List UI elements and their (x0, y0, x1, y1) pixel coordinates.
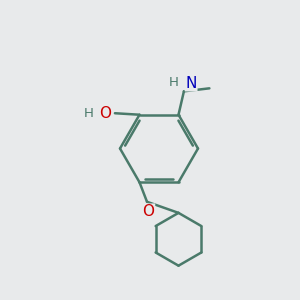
Text: O: O (142, 204, 154, 219)
Text: N: N (185, 76, 197, 91)
Text: H: H (83, 107, 93, 120)
Text: O: O (99, 106, 111, 121)
Text: H: H (169, 76, 178, 89)
